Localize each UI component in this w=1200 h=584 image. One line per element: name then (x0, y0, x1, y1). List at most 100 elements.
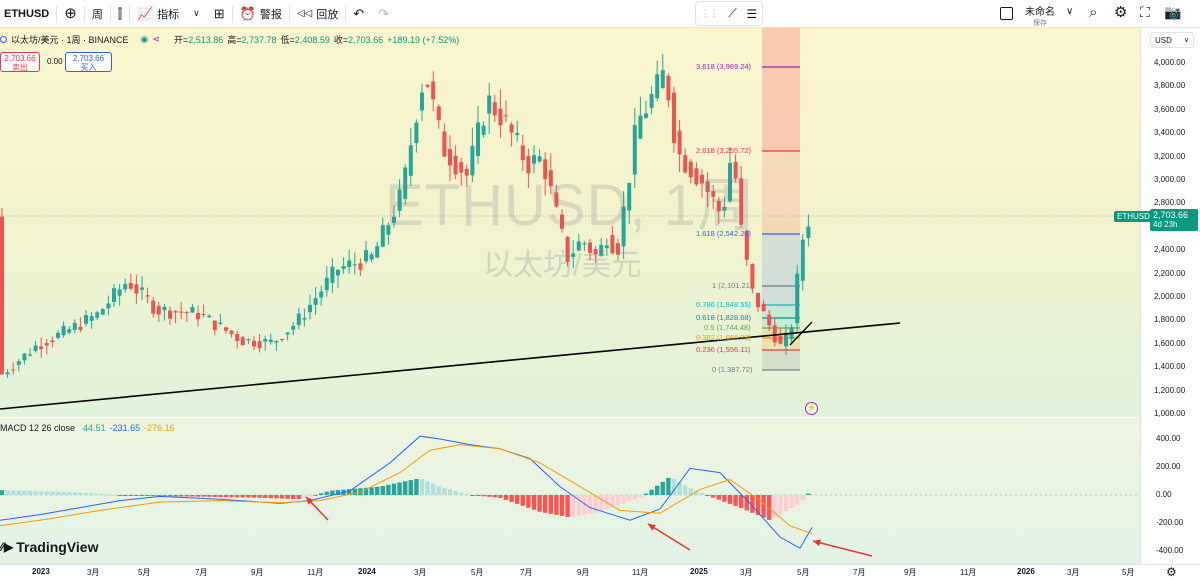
candle-body (436, 106, 441, 121)
time-axis[interactable] (0, 564, 1200, 584)
symbol-search[interactable]: ETHUSD (0, 0, 56, 28)
macd-histogram-bar (761, 495, 766, 518)
candle-body (61, 325, 66, 336)
undo-button[interactable]: ↶ (346, 0, 371, 28)
macd-signal-value: -276.16 (144, 423, 175, 433)
camera-icon[interactable]: 📷 (1164, 4, 1182, 20)
macd-histogram-bar (307, 495, 313, 497)
sell-button[interactable]: 2,703.66 卖出 (0, 52, 40, 72)
rewind-icon: ◁◁ (296, 7, 313, 19)
macd-histogram-bar (481, 495, 486, 497)
layout-checkbox[interactable] (1000, 7, 1013, 20)
macd-histogram-bar (151, 495, 156, 497)
fullscreen-icon[interactable]: ⛶ (1140, 4, 1150, 20)
candle-body (543, 159, 548, 180)
interval-button[interactable]: 周 (85, 0, 110, 28)
macd-histogram-bar (739, 495, 744, 509)
macd-histogram-bar (492, 495, 497, 498)
brand-name: TradingView (16, 539, 99, 555)
settings-icon[interactable]: ⚙ (1114, 4, 1128, 21)
eye-icon[interactable]: ◉ (140, 34, 149, 44)
macd-histogram-bar (453, 490, 458, 495)
candle-body (694, 168, 699, 185)
macd-histogram-bar (167, 495, 173, 497)
macd-histogram-bar (767, 495, 772, 520)
macd-histogram-bar (593, 495, 598, 513)
price-axis[interactable] (1140, 28, 1200, 564)
macd-histogram-bar (386, 484, 391, 495)
candle-body (767, 314, 772, 326)
candle-body (392, 216, 396, 223)
candle-body (44, 343, 49, 346)
candle-body (683, 155, 688, 173)
candle-body (280, 339, 284, 341)
text-lines-icon[interactable]: ☰ (746, 6, 758, 21)
macd-histogram-bar (263, 495, 268, 498)
candle-body (263, 338, 268, 342)
candle-body (162, 306, 167, 311)
candle-body (778, 335, 783, 344)
macd-pane[interactable] (0, 418, 1140, 564)
drag-handle-icon[interactable]: ⋮⋮ (700, 8, 719, 18)
indicators-button[interactable]: 📈 指标 ∨ (130, 0, 207, 28)
candle-body (156, 306, 161, 315)
chart-type-button[interactable]: ⫿ (111, 0, 129, 28)
macd-histogram-bar (89, 493, 94, 495)
time-axis-settings-icon[interactable]: ⚙ (1166, 565, 1177, 579)
redo-button[interactable]: ↷ (371, 0, 396, 28)
high-label: 高= (227, 35, 242, 45)
candle-body (22, 353, 27, 361)
macd-histogram-bar (330, 490, 335, 495)
share-icon[interactable]: ⋖ (152, 34, 160, 44)
macd-histogram-bar (744, 495, 749, 511)
candle-body (509, 124, 514, 133)
buy-button[interactable]: 2,703.66 买入 (65, 52, 112, 72)
macd-tick-label: -400.00 (1156, 546, 1184, 555)
chevron-down-icon[interactable]: ∨ (1066, 6, 1074, 17)
candle-body (632, 125, 637, 175)
candle-body (582, 243, 587, 245)
compare-button[interactable]: ⊕ (57, 0, 84, 28)
time-tick-label: 9月 (904, 568, 917, 577)
templates-button[interactable]: ⊞ (207, 0, 232, 28)
candle-body (330, 266, 335, 283)
buy-price: 2,703.66 (72, 54, 105, 63)
time-tick-label: 3月 (87, 568, 100, 577)
time-tick-label: 9月 (251, 568, 264, 577)
layout-name-button[interactable]: 未命名 保存 (1025, 3, 1055, 28)
trend-line-icon[interactable]: ⟋ (728, 6, 737, 20)
macd-histogram-bar (319, 493, 324, 495)
time-tick-label: 3月 (414, 568, 427, 577)
time-tick-label: 9月 (577, 568, 590, 577)
macd-histogram-bar (520, 495, 525, 506)
fib-level-label: 2.618 (3,255.72) (696, 146, 752, 155)
macd-hist-value: 44.51 (83, 423, 106, 433)
macd-histogram-bar (537, 495, 542, 512)
alerts-button[interactable]: ⏰ 警报 (233, 0, 289, 28)
macd-histogram-bar (274, 495, 279, 499)
fib-level-label: 0.382 (1,660.29) (696, 333, 752, 342)
flash-event-icon[interactable]: ⚡ (805, 402, 818, 415)
macd-histogram-bar (67, 492, 72, 495)
search-icon[interactable]: ⌕ (1089, 4, 1098, 21)
time-tick-label: 11月 (307, 568, 324, 577)
chevron-down-icon: ∨ (1183, 37, 1189, 44)
candle-body (677, 130, 682, 155)
candle-body (33, 345, 38, 351)
annotation-arrow-head (306, 497, 314, 505)
candle-body (84, 315, 88, 324)
price-tick-label: 2,400.00 (1154, 245, 1186, 255)
candle-body (291, 325, 296, 330)
time-tick-label: 5月 (797, 568, 810, 577)
low-value: 2,408.59 (294, 34, 330, 45)
price-chart-pane[interactable] (0, 28, 1140, 417)
candle-body (526, 155, 531, 174)
macd-histogram-bar (33, 490, 38, 495)
currency-selector[interactable]: USD ∨ (1150, 32, 1194, 48)
drawing-toolbar: ⋮⋮ ⟋ ☰ (695, 1, 763, 26)
grid-icon: ⊞ (213, 6, 225, 21)
macd-histogram-bar (83, 493, 89, 495)
replay-button[interactable]: ◁◁ 回放 (290, 0, 345, 28)
candle-body (532, 155, 536, 164)
candle-body (744, 230, 749, 260)
